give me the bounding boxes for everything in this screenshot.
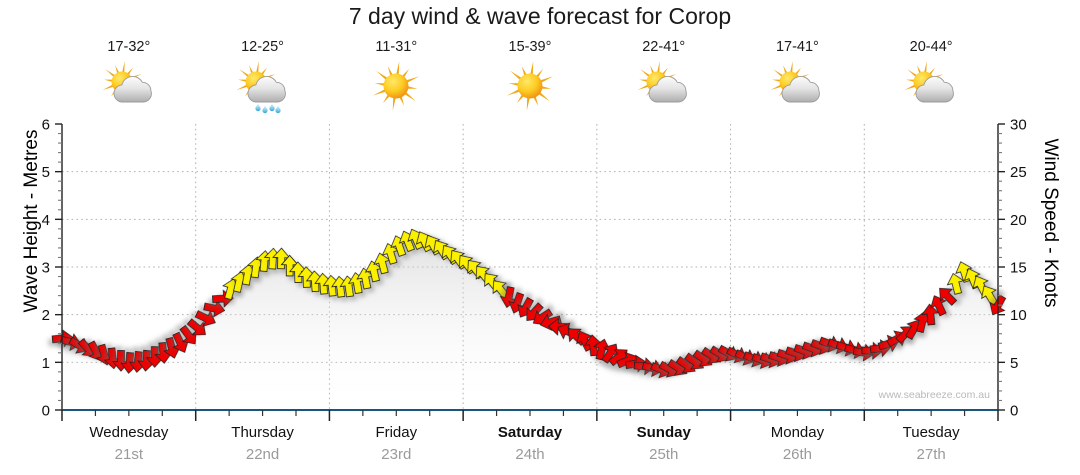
right-axis-tick-label: 20 bbox=[1010, 212, 1027, 229]
wind-arrow bbox=[930, 295, 947, 317]
wind-arrow bbox=[186, 318, 206, 336]
day-name-label-monday: Monday bbox=[771, 424, 825, 441]
day-date-label-sunday: 25th bbox=[649, 446, 678, 463]
day-header-sunday: 22-41° bbox=[597, 38, 731, 116]
temperature-range-label: 20-44° bbox=[909, 39, 953, 55]
left-axis-tick-label: 1 bbox=[42, 355, 50, 372]
temperature-range-label: 17-32° bbox=[107, 39, 151, 55]
left-axis-tick-label: 6 bbox=[42, 117, 50, 134]
day-date-label-monday: 26th bbox=[783, 446, 812, 463]
day-header-friday: 11-31° bbox=[329, 38, 463, 116]
left-axis-tick-label: 0 bbox=[42, 403, 50, 420]
day-date-label-tuesday: 27th bbox=[917, 446, 946, 463]
day-header-strip: 17-32° 12-25° 11-31° 15-39° 22-41° 17-41° 20-4… bbox=[62, 38, 998, 124]
left-axis-tick-label: 2 bbox=[42, 307, 50, 324]
right-axis-tick-label: 0 bbox=[1010, 403, 1018, 420]
day-name-label-saturday: Saturday bbox=[498, 424, 563, 441]
day-name-label-tuesday: Tuesday bbox=[903, 424, 960, 441]
temperature-range-label: 22-41° bbox=[642, 39, 686, 55]
sun-behind-cloud-icon bbox=[632, 58, 696, 116]
day-date-label-wednesday: 21st bbox=[115, 446, 144, 463]
sun-behind-cloud-icon bbox=[899, 58, 963, 116]
wind-arrow bbox=[194, 310, 216, 327]
left-axis-tick-label: 5 bbox=[42, 164, 50, 181]
watermark: www.seabreeze.com.au bbox=[878, 389, 991, 401]
temperature-range-label: 17-41° bbox=[775, 39, 819, 55]
day-date-label-friday: 23rd bbox=[381, 446, 411, 463]
axis-lines-and-ticks bbox=[55, 123, 1005, 421]
sun-icon bbox=[364, 58, 428, 116]
day-name-label-wednesday: Wednesday bbox=[89, 424, 168, 441]
sun-behind-cloud-icon bbox=[765, 58, 829, 116]
page-title: 7 day wind & wave forecast for Corop bbox=[348, 3, 732, 29]
day-header-tuesday: 20-44° bbox=[864, 38, 998, 116]
left-axis-tick-label: 4 bbox=[42, 212, 50, 229]
day-header-monday: 17-41° bbox=[731, 38, 865, 116]
temperature-range-label: 15-39° bbox=[508, 39, 552, 55]
sun-behind-cloud-icon bbox=[97, 58, 161, 116]
day-name-label-sunday: Sunday bbox=[637, 424, 692, 441]
day-name-label-friday: Friday bbox=[375, 424, 417, 441]
left-axis-tick-label: 3 bbox=[42, 260, 50, 277]
right-axis-tick-label: 5 bbox=[1010, 355, 1018, 372]
right-axis-tick-label: 30 bbox=[1010, 117, 1027, 134]
day-date-label-thursday: 22nd bbox=[246, 446, 279, 463]
day-header-wednesday: 17-32° bbox=[62, 38, 196, 116]
wind-arrow bbox=[946, 272, 965, 295]
day-header-saturday: 15-39° bbox=[463, 38, 597, 116]
right-axis-tick-label: 10 bbox=[1010, 307, 1027, 324]
day-header-thursday: 12-25° bbox=[196, 38, 330, 116]
wind-arrow bbox=[921, 303, 940, 326]
day-date-label-saturday: 24th bbox=[515, 446, 544, 463]
axis-labels: 0 1 2 3 4 5 6 0 5 10 15 20 25 30 Wednesday 21st Thursday… bbox=[42, 117, 1027, 464]
right-axis-tick-label: 25 bbox=[1010, 164, 1027, 181]
wind-arrow bbox=[939, 287, 958, 306]
right-axis-tick-label: 15 bbox=[1010, 260, 1027, 277]
temperature-range-label: 11-31° bbox=[375, 39, 418, 55]
day-name-label-thursday: Thursday bbox=[231, 424, 294, 441]
wind-arrow-series bbox=[51, 228, 1007, 379]
sun-behind-rain-cloud-icon bbox=[231, 58, 295, 116]
temperature-range-label: 12-25° bbox=[241, 39, 284, 55]
sun-icon bbox=[498, 58, 562, 116]
